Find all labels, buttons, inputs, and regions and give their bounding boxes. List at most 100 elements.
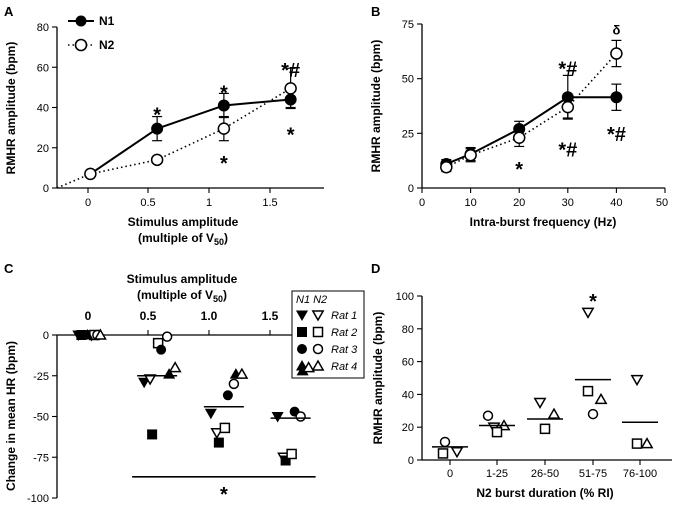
panel-c-rat-2-n1-point: [213, 437, 224, 448]
panel-b-xtick-label: 30: [562, 197, 574, 209]
legend-rat-1-n1-marker: [295, 310, 309, 321]
panel-b-n2-line: [445, 52, 617, 168]
panel-a-xtick-label: 0: [85, 197, 91, 209]
panel-d-point: [594, 392, 608, 405]
panel-b-annotation: δ: [612, 23, 620, 38]
panel-d-xtick-label: 26-50: [531, 468, 559, 480]
panel-a-n1-point: [284, 93, 297, 106]
panel-b-ytick-label: 25: [402, 128, 414, 140]
panel-a-n2-point: [84, 167, 97, 181]
panel-a-n1-point: [217, 99, 230, 112]
panel-a-annotation: *: [220, 153, 228, 175]
panel-a-ytick-label: 0: [43, 183, 49, 195]
legend-rat-4-label: Rat 4: [331, 361, 357, 373]
panel-c-y-label: Change in mean HR (bpm): [4, 341, 18, 491]
legend-rat-1-n2-marker: [311, 310, 325, 322]
panel-b-ytick-label: 0: [408, 183, 414, 195]
panel-b-ytick-label: 50: [402, 74, 414, 86]
panel-a-n2-point: [217, 122, 231, 135]
panel-c-ytick-label: -25: [33, 371, 49, 383]
panel-c-xtick-label: 1.5: [262, 309, 279, 323]
panel-c-rat-2-n2-point: [219, 422, 231, 434]
panel-d-point: [581, 307, 595, 319]
panel-c-rat-1-n1-point: [271, 411, 284, 423]
panel-d-point: [631, 438, 643, 449]
panel-b-plot: *# *# * δ *#: [440, 23, 626, 181]
panel-d-point: [547, 407, 561, 419]
panel-c-title-2: (multiple of V50): [137, 288, 227, 304]
panel-b-ytick-label: 75: [402, 19, 414, 31]
panel-b-x-label: Intra-burst frequency (Hz): [470, 215, 617, 229]
panel-b-annotation: *#: [607, 124, 626, 146]
panel-d-axes: 0 20 40 60 80 100 0 1-25 26-50 51-75 76-…: [396, 291, 672, 480]
panel-c-rat-3-n2-point: [161, 331, 173, 342]
panel-d-point: [437, 448, 449, 459]
panel-c-rat-1-n2-point: [143, 374, 157, 386]
panel-c-rat-1-n2-point: [210, 428, 224, 440]
legend-rat-2-label: Rat 2: [331, 327, 357, 339]
panel-c-xtick-label: 0: [85, 309, 92, 323]
panel-a-annotation: *: [220, 82, 228, 104]
panel-b-annotation: *#: [558, 139, 577, 161]
legend-rat-2-n1-marker: [297, 327, 307, 337]
panel-label-d: D: [371, 261, 380, 276]
panel-a-ytick-label: 40: [37, 103, 49, 115]
panel-c-xtick-label: 0.5: [140, 309, 157, 323]
panel-c-title: Stimulus amplitude: [127, 272, 238, 286]
panel-d-point: [582, 385, 594, 397]
panel-c-rat-2-n2-point: [286, 448, 297, 460]
panel-a-n1-point: [151, 122, 164, 135]
panel-c-rat-4-n2-point: [235, 367, 249, 379]
panel-a-plot: * * * *# *: [56, 60, 300, 189]
panel-a-annotation: *: [287, 125, 295, 147]
legend-n2-marker: [74, 38, 88, 52]
legend-rat-4-n2-marker: [311, 359, 325, 371]
panel-a-n2-point: [284, 82, 297, 95]
panel-c-plot: *: [72, 328, 316, 506]
panel-a-legend: N1 N2: [68, 14, 115, 52]
legend-rat-3-label: Rat 3: [331, 344, 358, 356]
panel-a-xtick-label: 1: [206, 197, 212, 209]
panel-b-annotation: *#: [558, 58, 577, 80]
panel-c-rat-4-n2-point: [93, 328, 107, 340]
panel-d-point: [587, 408, 599, 420]
panel-a-axes: 0 20 40 60 80 0 0.5 1 1.5: [37, 22, 324, 209]
panel-a-n2-point: [150, 153, 164, 167]
panel-b-xtick-label: 20: [513, 197, 525, 209]
panel-d-ytick-label: 80: [402, 324, 414, 336]
legend-rat-2-n2-marker: [312, 326, 324, 338]
panel-c-rat-2-n1-point: [280, 455, 291, 466]
panel-d-point: [539, 423, 551, 435]
panel-d-xtick-label: 51-75: [579, 468, 607, 480]
panel-label-c: C: [4, 261, 14, 276]
panel-c-rat-1-n1-point: [138, 377, 151, 389]
legend-n2-label: N2: [99, 38, 115, 52]
panel-d: 0 20 40 60 80 100 0 1-25 26-50 51-75 76-…: [371, 291, 672, 500]
panel-d-point: [533, 397, 547, 410]
panel-b-axes: 0 25 50 75 0 10 20 30 40 50: [402, 19, 668, 209]
panel-c-xtick-label: 1.0: [201, 309, 218, 323]
panel-b-n2-point: [512, 131, 526, 144]
panel-b-n2-point: [561, 100, 575, 114]
panel-c-rat-3-n2-point: [228, 378, 240, 390]
panel-a-annotation: *: [153, 105, 161, 127]
panel-d-xtick-label: 76-100: [623, 468, 657, 480]
panel-b: 0 25 50 75 0 10 20 30 40 50 Intra-burst …: [369, 19, 668, 229]
panel-a-annotation: *#: [281, 60, 300, 82]
panel-d-point: [491, 426, 503, 438]
legend-rat-3-n2-marker: [312, 343, 324, 355]
legend-n1-label: N1: [99, 14, 115, 28]
panel-c-rat-3-n1-point: [156, 344, 167, 355]
legend-header: N1 N2: [296, 294, 327, 306]
panel-d-point: [630, 374, 644, 387]
panel-a-ytick-label: 60: [37, 62, 49, 74]
panel-b-xtick-label: 10: [464, 197, 476, 209]
panel-c-ytick-label: -75: [33, 452, 49, 464]
panel-b-annotation: *: [515, 159, 523, 181]
panel-d-ytick-label: 100: [396, 291, 414, 303]
panel-b-xtick-label: 50: [656, 197, 668, 209]
panel-a: 0 20 40 60 80 0 0.5 1 1.5 Stimulus ampli…: [4, 14, 324, 247]
panel-d-point: [640, 437, 654, 449]
panel-a-ytick-label: 20: [37, 143, 49, 155]
